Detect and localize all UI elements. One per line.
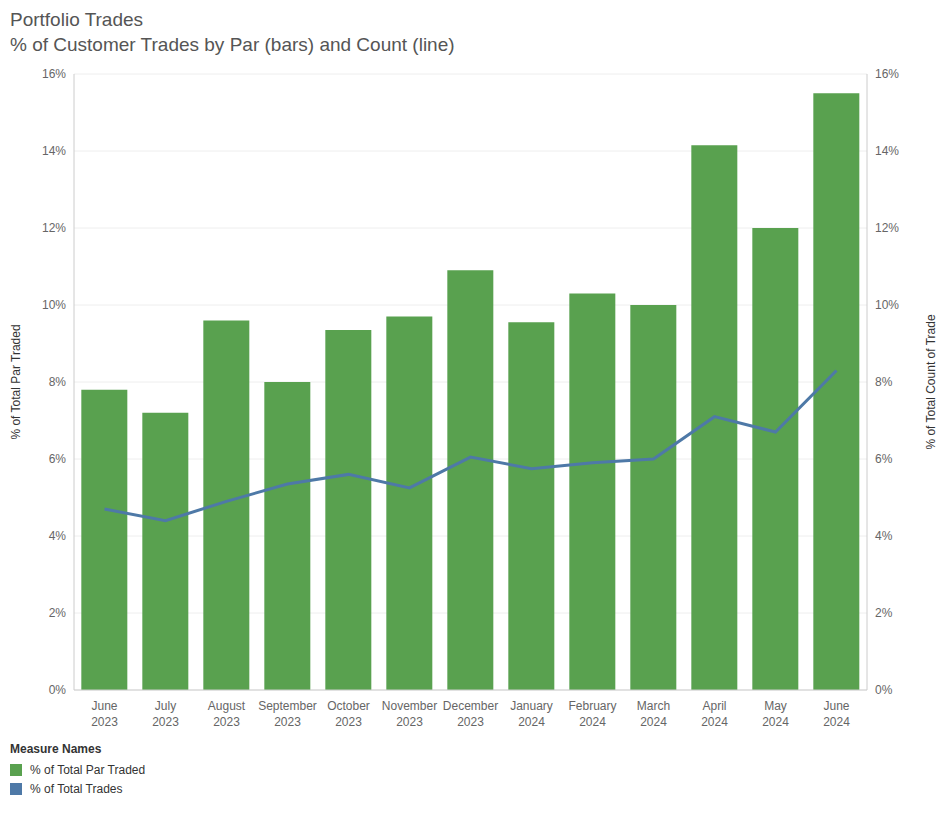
svg-text:June2023: June2023: [91, 699, 118, 729]
svg-text:12%: 12%: [42, 221, 66, 235]
html-text:% of Total Trades: % of Total Trades: [30, 781, 123, 796]
svg-text:2%: 2%: [49, 606, 67, 620]
svg-text:14%: 14%: [875, 144, 899, 158]
svg-text:2%: 2%: [875, 606, 893, 620]
svg-text:May2024: May2024: [762, 699, 789, 729]
svg-text:November2023: November2023: [382, 699, 437, 729]
svg-text:February2024: February2024: [568, 699, 616, 729]
svg-text:April2024: April2024: [701, 699, 728, 729]
svg-text:January2024: January2024: [510, 699, 553, 729]
svg-text:0%: 0%: [49, 683, 67, 697]
svg-text:July2023: July2023: [152, 699, 179, 729]
svg-text:14%: 14%: [42, 144, 66, 158]
svg-text:March2024: March2024: [637, 699, 670, 729]
html-text:Measure Names: Measure Names: [10, 742, 102, 756]
svg-text:8%: 8%: [49, 375, 67, 389]
svg-text:6%: 6%: [875, 452, 893, 466]
html-text:% of Customer Trades by Par (b: % of Customer Trades by Par (bars) and C…: [10, 34, 455, 55]
svg-text:4%: 4%: [875, 529, 893, 543]
svg-text:16%: 16%: [875, 67, 899, 81]
svg-text:8%: 8%: [875, 375, 893, 389]
html-text:Portfolio Trades: Portfolio Trades: [10, 9, 144, 30]
svg-text:December2023: December2023: [443, 699, 498, 729]
svg-text:August2023: August2023: [208, 699, 246, 729]
svg-text:% of Total Count of Trade: % of Total Count of Trade: [924, 314, 938, 450]
svg-text:4%: 4%: [49, 529, 67, 543]
svg-text:10%: 10%: [875, 298, 899, 312]
svg-text:% of Total Par Traded: % of Total Par Traded: [9, 324, 23, 439]
svg-text:September2023: September2023: [258, 699, 317, 729]
svg-text:16%: 16%: [42, 67, 66, 81]
svg-text:12%: 12%: [875, 221, 899, 235]
svg-text:June2024: June2024: [823, 699, 850, 729]
svg-text:10%: 10%: [42, 298, 66, 312]
html-text:% of Total Par Traded: % of Total Par Traded: [30, 762, 146, 777]
svg-text:6%: 6%: [49, 452, 67, 466]
svg-text:0%: 0%: [875, 683, 893, 697]
svg-text:October2023: October2023: [327, 699, 370, 729]
